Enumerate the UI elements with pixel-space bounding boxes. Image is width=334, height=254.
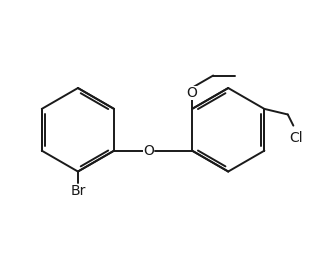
Text: O: O <box>187 86 197 100</box>
Text: Cl: Cl <box>289 131 303 145</box>
Text: Br: Br <box>70 184 86 198</box>
Text: O: O <box>143 144 154 158</box>
